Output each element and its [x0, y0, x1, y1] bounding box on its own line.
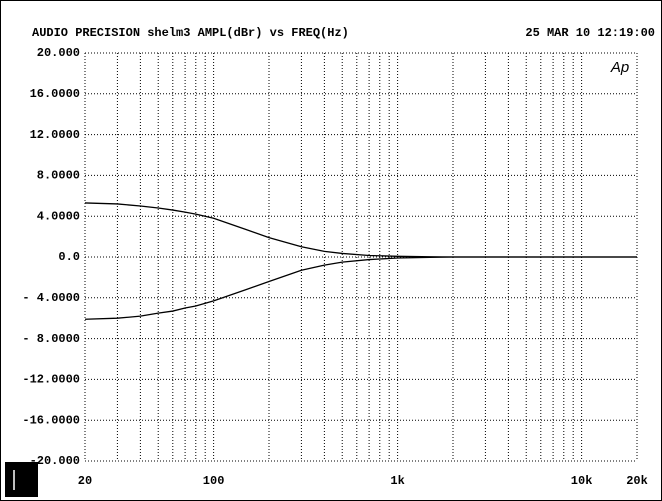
- timestamp: 25 MAR 10 12:19:00: [525, 26, 655, 40]
- y-tick-label: -16.0000: [22, 413, 80, 427]
- y-tick-label: 20.000: [37, 46, 80, 60]
- y-tick-label: 16.0000: [30, 87, 80, 101]
- y-tick-label: 4.0000: [37, 209, 80, 223]
- x-tick-label: 10k: [571, 474, 593, 488]
- x-tick-label: 20: [78, 474, 92, 488]
- y-tick-label: - 8.0000: [22, 332, 80, 346]
- y-tick-label: -12.0000: [22, 373, 80, 387]
- y-tick-label: 0.0: [58, 250, 80, 264]
- chart-title: AUDIO PRECISION shelm3 AMPL(dBr) vs FREQ…: [32, 26, 349, 40]
- y-tick-label: - 4.0000: [22, 291, 80, 305]
- y-tick-label: 12.0000: [30, 128, 80, 142]
- y-tick-label: -20.000: [30, 454, 80, 468]
- x-tick-label: 100: [203, 474, 225, 488]
- cursor-box: [5, 462, 38, 497]
- logo: Ap: [610, 59, 629, 76]
- x-tick-label: 20k: [626, 474, 648, 488]
- y-tick-label: 8.0000: [37, 169, 80, 183]
- series-line: [84, 256, 637, 320]
- x-tick-label: 1k: [390, 474, 404, 488]
